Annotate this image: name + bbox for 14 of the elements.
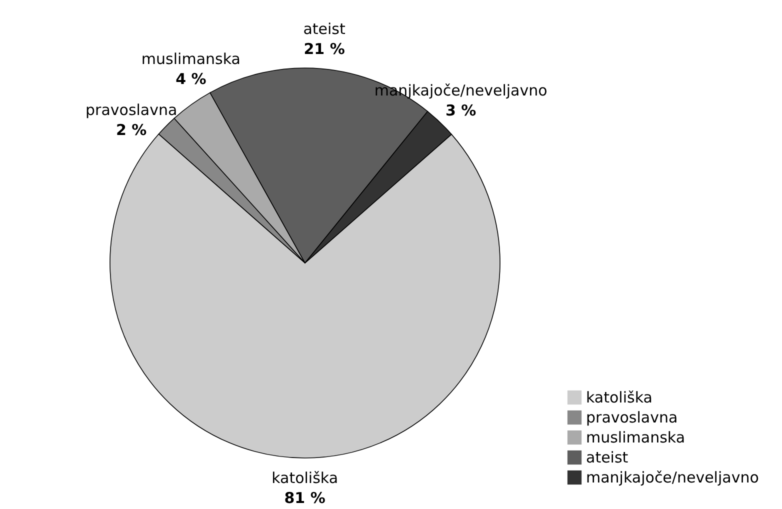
slice-label: muslimanska — [141, 50, 240, 68]
data-label: 4 % — [176, 70, 206, 88]
data-label: 3 % — [445, 102, 476, 120]
data-label: 2 % — [116, 120, 147, 139]
slice-label: pravoslavna — [86, 100, 178, 119]
legend-label: muslimanska — [586, 428, 686, 446]
slice-label: ateist — [303, 20, 346, 38]
legend-label: katoliška — [586, 388, 652, 406]
data-label: 21 % — [304, 40, 345, 58]
legend-label: pravoslavna — [586, 408, 678, 426]
legend-label: manjkajoče/neveljavno — [586, 468, 759, 486]
slice-label: katoliška — [272, 469, 338, 487]
data-label: 81 % — [284, 489, 326, 507]
legend-label: ateist — [586, 448, 628, 466]
